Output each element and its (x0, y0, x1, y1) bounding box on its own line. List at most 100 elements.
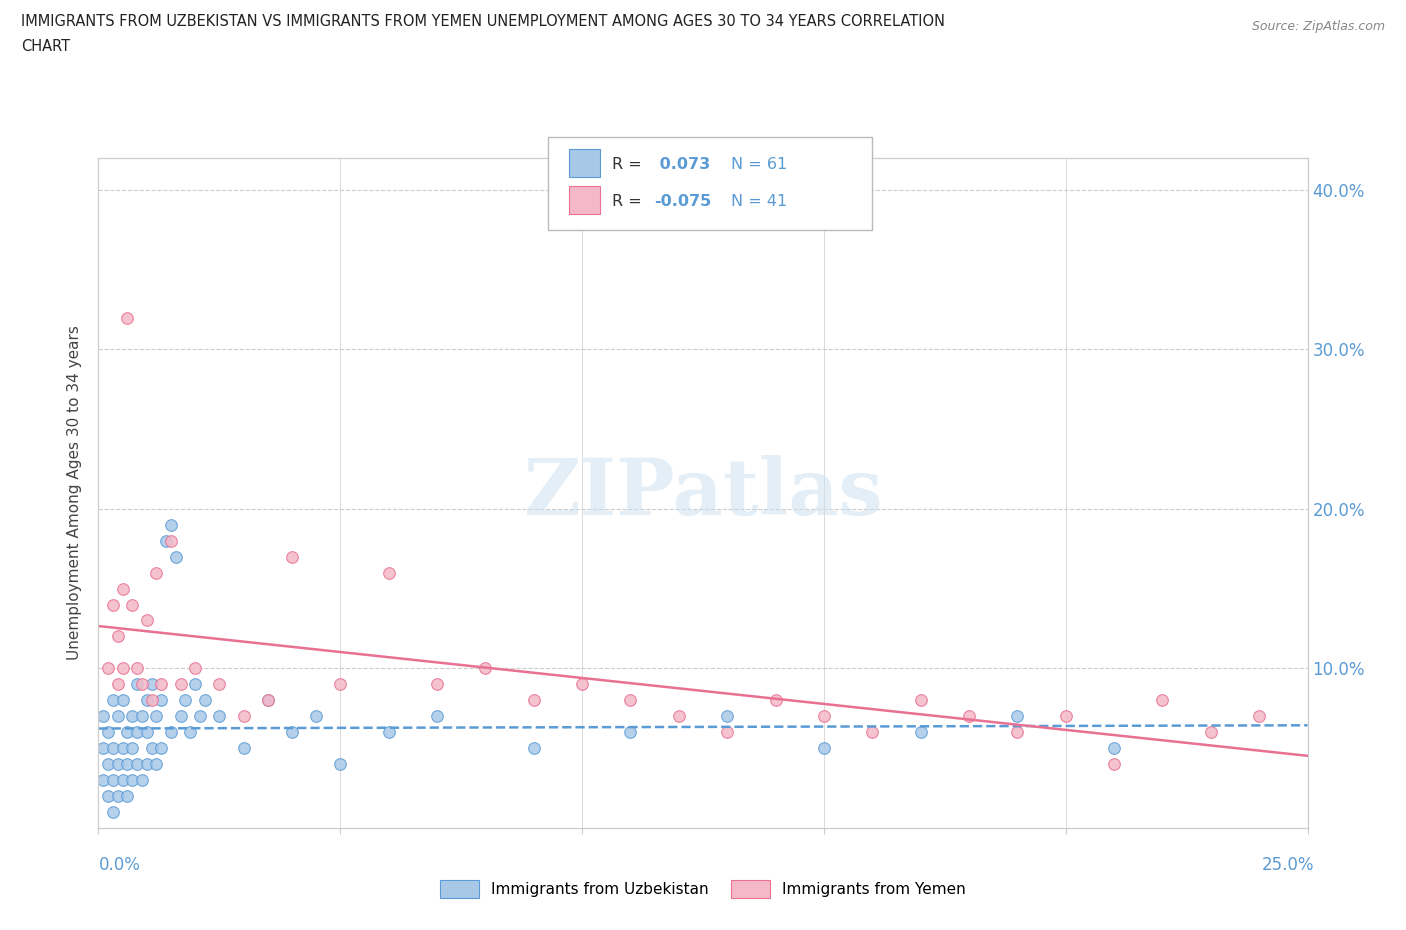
Point (101, 804, 124, 819)
Point (91, 773, 114, 788)
Point (910, 724, 932, 739)
Text: 0.0%: 0.0% (98, 856, 141, 873)
Point (121, 709, 143, 724)
Point (97, 789, 120, 804)
Point (1054, 709, 1077, 724)
Point (150, 677, 173, 692)
Point (150, 693, 173, 708)
Point (668, 709, 690, 724)
Point (716, 724, 738, 739)
Point (169, 677, 191, 692)
Point (145, 709, 167, 724)
Point (910, 693, 932, 708)
Text: ZIPatlas: ZIPatlas (523, 455, 883, 531)
Point (179, 724, 201, 739)
Point (111, 693, 134, 708)
Point (117, 310, 139, 325)
Point (141, 677, 163, 692)
Point (813, 740, 835, 755)
Point (107, 789, 129, 804)
Point (160, 533, 183, 548)
Point (329, 756, 352, 771)
Text: N = 41: N = 41 (731, 194, 787, 209)
Point (329, 677, 352, 692)
Text: R =: R = (612, 157, 647, 172)
Text: -0.075: -0.075 (654, 194, 711, 209)
Point (813, 709, 835, 724)
Point (426, 709, 449, 724)
Point (107, 709, 129, 724)
Point (111, 581, 134, 596)
Point (184, 661, 207, 676)
Point (101, 740, 124, 755)
Point (1102, 756, 1125, 771)
Point (194, 693, 217, 708)
Point (256, 693, 278, 708)
Point (256, 693, 278, 708)
Point (127, 724, 149, 739)
Legend: Immigrants from Uzbekistan, Immigrants from Yemen: Immigrants from Uzbekistan, Immigrants f… (434, 874, 972, 904)
Point (1007, 709, 1029, 724)
Text: Source: ZipAtlas.com: Source: ZipAtlas.com (1251, 20, 1385, 33)
Point (141, 693, 163, 708)
Point (765, 693, 787, 708)
Point (1102, 740, 1125, 755)
Point (160, 517, 183, 532)
Point (426, 677, 449, 692)
Point (135, 613, 157, 628)
Text: 0.073: 0.073 (654, 157, 710, 172)
Point (145, 756, 167, 771)
Point (107, 677, 129, 692)
Point (232, 709, 254, 724)
Point (208, 709, 231, 724)
Point (1152, 693, 1174, 708)
Point (571, 677, 593, 692)
Point (121, 597, 143, 612)
Point (957, 709, 980, 724)
Point (135, 756, 157, 771)
Point (111, 740, 134, 755)
Point (184, 677, 207, 692)
Point (619, 693, 641, 708)
Point (91, 740, 114, 755)
Point (117, 756, 139, 771)
Text: R =: R = (612, 194, 647, 209)
Point (281, 724, 304, 739)
Y-axis label: Unemployment Among Ages 30 to 34 years: Unemployment Among Ages 30 to 34 years (67, 326, 83, 660)
Point (377, 565, 399, 580)
Point (127, 756, 149, 771)
Point (121, 740, 143, 755)
Point (107, 756, 129, 771)
Point (111, 773, 134, 788)
Point (107, 629, 129, 644)
Point (377, 724, 399, 739)
Point (165, 550, 187, 565)
Point (174, 693, 197, 708)
Point (131, 677, 153, 692)
Point (169, 709, 191, 724)
Point (160, 724, 183, 739)
Point (860, 724, 883, 739)
Point (188, 709, 211, 724)
Text: N = 61: N = 61 (731, 157, 787, 172)
Point (523, 740, 546, 755)
Point (97, 756, 120, 771)
Point (121, 773, 143, 788)
Point (150, 740, 173, 755)
Point (716, 709, 738, 724)
Text: IMMIGRANTS FROM UZBEKISTAN VS IMMIGRANTS FROM YEMEN UNEMPLOYMENT AMONG AGES 30 T: IMMIGRANTS FROM UZBEKISTAN VS IMMIGRANTS… (21, 14, 945, 29)
Point (131, 709, 153, 724)
Point (1249, 709, 1271, 724)
Point (145, 565, 167, 580)
Point (281, 550, 304, 565)
Point (619, 724, 641, 739)
Point (474, 661, 496, 676)
Point (523, 693, 546, 708)
Point (117, 789, 139, 804)
Point (135, 724, 157, 739)
Point (232, 740, 254, 755)
Point (101, 773, 124, 788)
Point (97, 724, 120, 739)
Point (97, 661, 120, 676)
Point (135, 693, 157, 708)
